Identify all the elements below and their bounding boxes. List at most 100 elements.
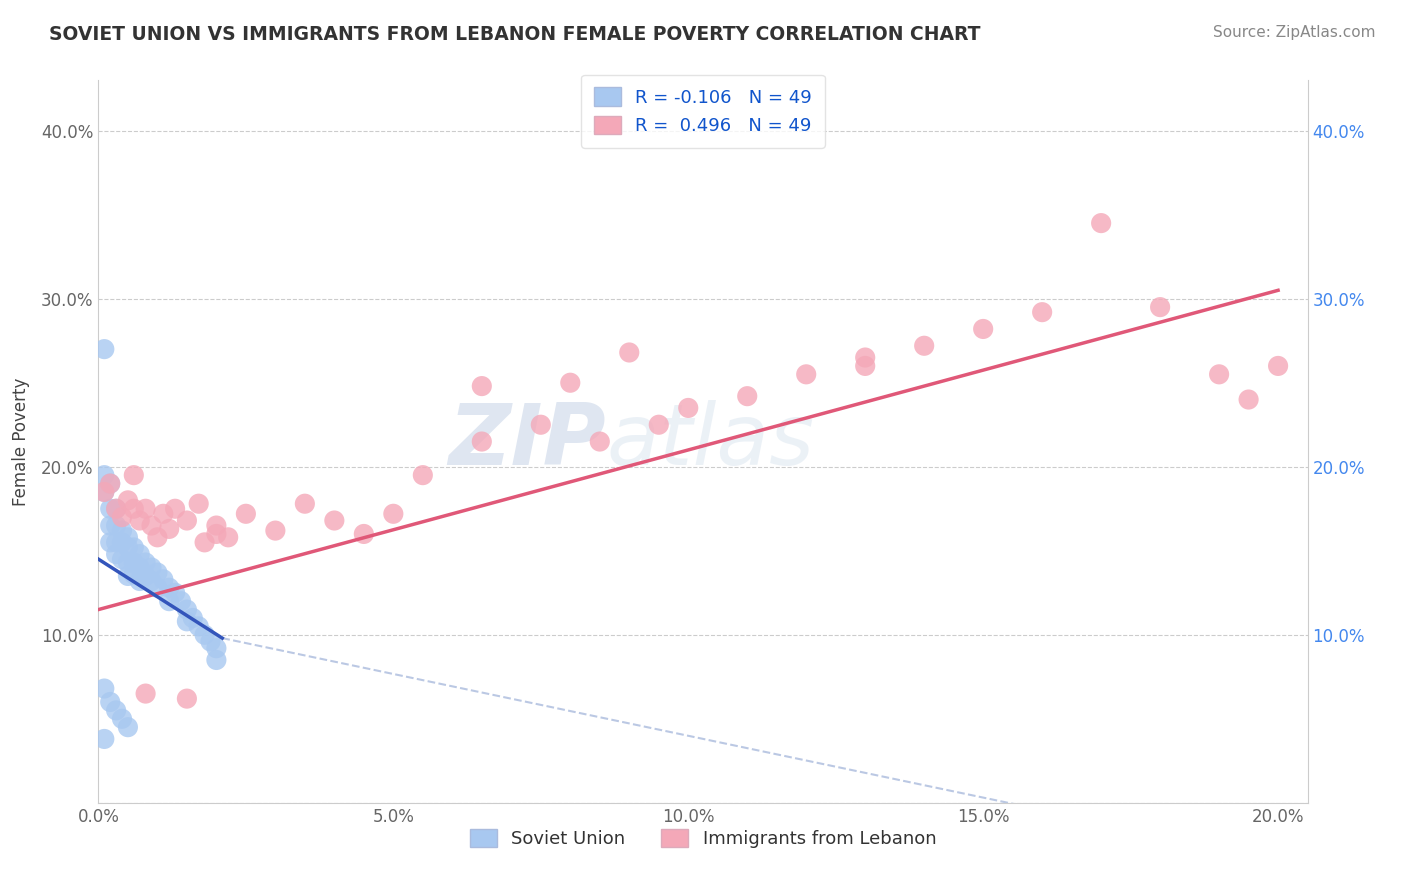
Point bbox=[157, 522, 180, 536]
Point bbox=[98, 518, 121, 533]
Point bbox=[141, 560, 163, 574]
Point bbox=[648, 417, 671, 432]
Point bbox=[105, 501, 128, 516]
Point bbox=[1267, 359, 1289, 373]
Point bbox=[117, 541, 139, 555]
Point bbox=[1237, 392, 1260, 407]
Point bbox=[972, 322, 994, 336]
Point bbox=[194, 535, 217, 549]
Point bbox=[93, 485, 115, 500]
Point bbox=[294, 497, 316, 511]
Point bbox=[152, 507, 174, 521]
Point bbox=[853, 351, 876, 365]
Point bbox=[135, 556, 157, 570]
Point bbox=[912, 339, 935, 353]
Text: atlas: atlas bbox=[606, 400, 814, 483]
Point bbox=[1149, 300, 1171, 314]
Point bbox=[853, 359, 876, 373]
Point bbox=[105, 703, 128, 717]
Point bbox=[157, 581, 180, 595]
Point bbox=[111, 712, 134, 726]
Point bbox=[146, 530, 169, 544]
Point bbox=[170, 594, 193, 608]
Point bbox=[146, 566, 169, 580]
Point bbox=[105, 518, 128, 533]
Point bbox=[135, 501, 157, 516]
Point bbox=[141, 518, 163, 533]
Point bbox=[105, 547, 128, 561]
Point bbox=[105, 535, 128, 549]
Point bbox=[589, 434, 612, 449]
Point bbox=[176, 602, 198, 616]
Point bbox=[111, 552, 134, 566]
Point bbox=[181, 611, 204, 625]
Point bbox=[146, 581, 169, 595]
Point bbox=[205, 527, 228, 541]
Point bbox=[141, 574, 163, 588]
Point bbox=[205, 641, 228, 656]
Point bbox=[678, 401, 700, 415]
Point bbox=[187, 619, 209, 633]
Point bbox=[217, 530, 239, 544]
Point bbox=[176, 691, 198, 706]
Point bbox=[117, 720, 139, 734]
Point bbox=[93, 485, 115, 500]
Point bbox=[98, 476, 121, 491]
Point bbox=[128, 514, 150, 528]
Point bbox=[176, 514, 198, 528]
Point bbox=[1090, 216, 1112, 230]
Point bbox=[135, 687, 157, 701]
Point bbox=[98, 535, 121, 549]
Text: Source: ZipAtlas.com: Source: ZipAtlas.com bbox=[1212, 25, 1375, 40]
Point bbox=[560, 376, 582, 390]
Point bbox=[1031, 305, 1053, 319]
Point bbox=[1208, 368, 1230, 382]
Point bbox=[165, 501, 187, 516]
Point bbox=[323, 514, 346, 528]
Y-axis label: Female Poverty: Female Poverty bbox=[11, 377, 30, 506]
Point bbox=[93, 681, 115, 696]
Point bbox=[135, 569, 157, 583]
Point bbox=[98, 695, 121, 709]
Point bbox=[122, 468, 145, 483]
Point bbox=[530, 417, 553, 432]
Point bbox=[382, 507, 405, 521]
Legend: Soviet Union, Immigrants from Lebanon: Soviet Union, Immigrants from Lebanon bbox=[463, 822, 943, 855]
Point bbox=[157, 594, 180, 608]
Point bbox=[152, 572, 174, 586]
Point bbox=[105, 501, 128, 516]
Point bbox=[412, 468, 434, 483]
Point bbox=[471, 379, 494, 393]
Point bbox=[117, 556, 139, 570]
Point bbox=[98, 476, 121, 491]
Point bbox=[128, 560, 150, 574]
Point bbox=[93, 468, 115, 483]
Point bbox=[200, 634, 222, 648]
Text: SOVIET UNION VS IMMIGRANTS FROM LEBANON FEMALE POVERTY CORRELATION CHART: SOVIET UNION VS IMMIGRANTS FROM LEBANON … bbox=[49, 25, 981, 44]
Point bbox=[235, 507, 257, 521]
Text: ZIP: ZIP bbox=[449, 400, 606, 483]
Point bbox=[735, 389, 758, 403]
Point bbox=[117, 530, 139, 544]
Point bbox=[111, 524, 134, 538]
Point bbox=[93, 342, 115, 356]
Point bbox=[128, 574, 150, 588]
Point bbox=[165, 586, 187, 600]
Point bbox=[111, 535, 134, 549]
Point bbox=[93, 731, 115, 746]
Point bbox=[128, 547, 150, 561]
Point bbox=[122, 501, 145, 516]
Point bbox=[353, 527, 375, 541]
Point bbox=[619, 345, 641, 359]
Point bbox=[176, 615, 198, 629]
Point bbox=[122, 541, 145, 555]
Point bbox=[122, 567, 145, 582]
Point bbox=[98, 501, 121, 516]
Point bbox=[194, 628, 217, 642]
Point bbox=[471, 434, 494, 449]
Point bbox=[111, 510, 134, 524]
Point bbox=[264, 524, 287, 538]
Point bbox=[117, 493, 139, 508]
Point bbox=[794, 368, 817, 382]
Point bbox=[187, 497, 209, 511]
